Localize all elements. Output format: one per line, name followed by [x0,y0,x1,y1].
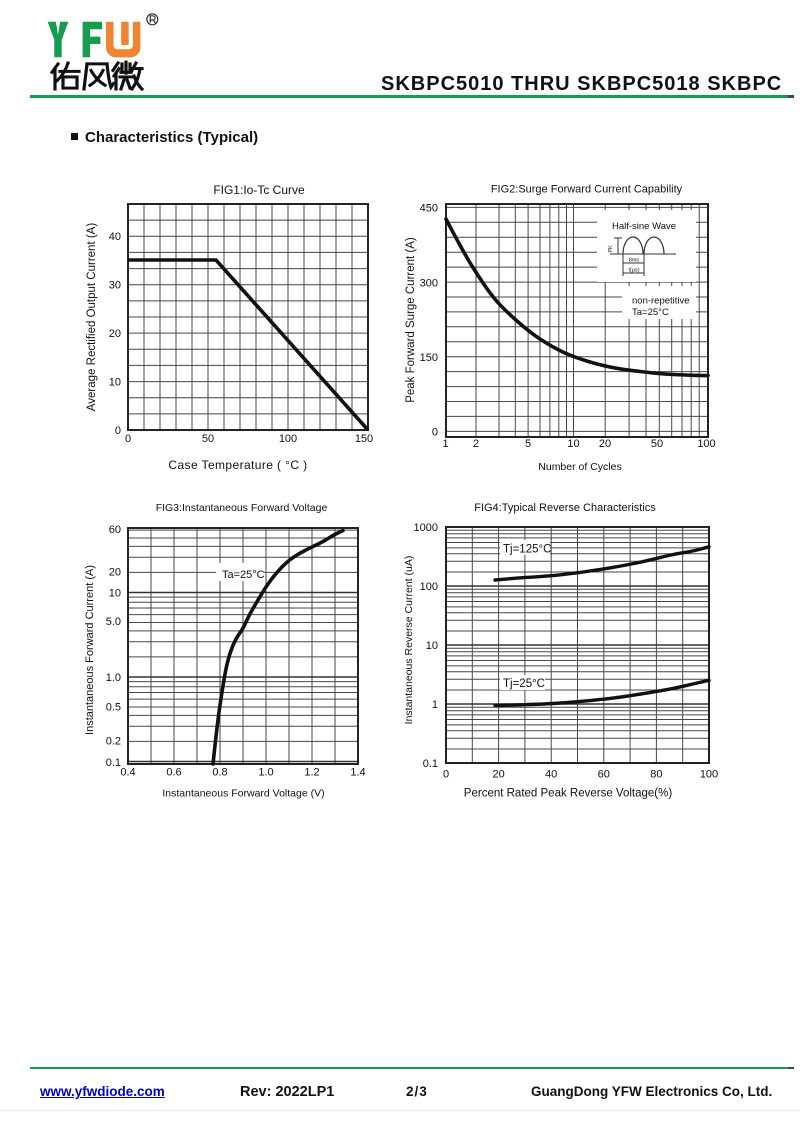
svg-text:1.2: 1.2 [304,767,319,779]
svg-text:5: 5 [525,438,531,450]
svg-text:20: 20 [109,567,121,579]
svg-text:0: 0 [125,433,131,445]
svg-text:150: 150 [355,433,373,445]
svg-text:Case Temperature ( °C ): Case Temperature ( °C ) [168,458,307,472]
svg-text:10: 10 [567,438,579,450]
svg-text:300: 300 [420,277,438,289]
svg-text:0.8: 0.8 [212,767,227,779]
svg-text:40: 40 [109,231,121,243]
svg-text:FIG1:Io-Tc Curve: FIG1:Io-Tc Curve [213,183,305,197]
svg-text:0.1: 0.1 [423,758,438,770]
svg-text:FIG3:Instantaneous Forward Vol: FIG3:Instantaneous Forward Voltage [156,502,328,514]
svg-text:1000: 1000 [414,522,438,534]
svg-text:0: 0 [432,427,438,439]
svg-text:20: 20 [109,328,121,340]
svg-text:60: 60 [598,769,610,781]
svg-text:0.6: 0.6 [166,767,181,779]
svg-text:450: 450 [420,202,438,214]
svg-text:100: 100 [697,438,715,450]
svg-text:1: 1 [432,699,438,711]
svg-text:Number of Cycles: Number of Cycles [538,461,621,473]
svg-text:100: 100 [279,433,297,445]
svg-text:Percent Rated Peak Reverse Vol: Percent Rated Peak Reverse Voltage(%) [464,788,673,800]
svg-text:Average Rectified Output Curre: Average Rectified Output Current (A) [86,223,98,412]
svg-text:40: 40 [545,769,557,781]
svg-text:150: 150 [420,352,438,364]
svg-text:8ms: 8ms [629,258,640,264]
svg-text:Tj=25°C: Tj=25°C [503,678,545,690]
svg-text:Ta=25°C: Ta=25°C [632,307,669,318]
svg-text:0.4: 0.4 [120,767,135,779]
svg-text:Instantaneous Reverse Current: Instantaneous Reverse Current (uA) [403,556,415,725]
svg-text:0.5: 0.5 [106,702,121,714]
svg-text:0: 0 [443,769,449,781]
svg-text:1.4: 1.4 [350,767,365,779]
svg-text:Ta=25°C: Ta=25°C [222,569,265,581]
svg-text:10: 10 [426,640,438,652]
svg-text:50: 50 [651,438,663,450]
svg-text:100: 100 [420,581,438,593]
svg-text:100: 100 [700,769,718,781]
svg-text:0.2: 0.2 [106,736,121,748]
svg-text:t(μs): t(μs) [628,268,639,274]
svg-text:Tj=125°C: Tj=125°C [503,544,551,556]
svg-text:Instantaneous Forward Voltage: Instantaneous Forward Voltage (V) [162,788,324,800]
svg-text:Half-sine Wave: Half-sine Wave [612,221,676,232]
svg-text:0.1: 0.1 [106,757,121,769]
svg-text:20: 20 [492,769,504,781]
svg-text:5.0: 5.0 [106,616,121,628]
svg-text:1.0: 1.0 [106,672,121,684]
svg-text:non-repetitive: non-repetitive [632,296,690,307]
svg-text:1.0: 1.0 [258,767,273,779]
svg-text:FIG4:Typical Reverse Character: FIG4:Typical Reverse Characteristics [474,502,656,514]
svg-text:2: 2 [473,438,479,450]
svg-text:Instantaneous Forward Current: Instantaneous Forward Current (A) [84,565,96,735]
svg-text:Peak Forward Surge Current (A): Peak Forward Surge Current (A) [405,237,417,403]
svg-text:1: 1 [442,438,448,450]
svg-text:10: 10 [109,588,121,600]
svg-text:FIG2:Surge Forward Current Cap: FIG2:Surge Forward Current Capability [491,184,683,196]
svg-text:50: 50 [202,433,214,445]
svg-text:30: 30 [109,280,121,292]
svg-text:60: 60 [109,524,121,536]
svg-text:0: 0 [115,425,121,437]
svg-text:80: 80 [650,769,662,781]
svg-text:PK: PK [608,245,614,253]
svg-text:20: 20 [599,438,611,450]
svg-text:10: 10 [109,377,121,389]
